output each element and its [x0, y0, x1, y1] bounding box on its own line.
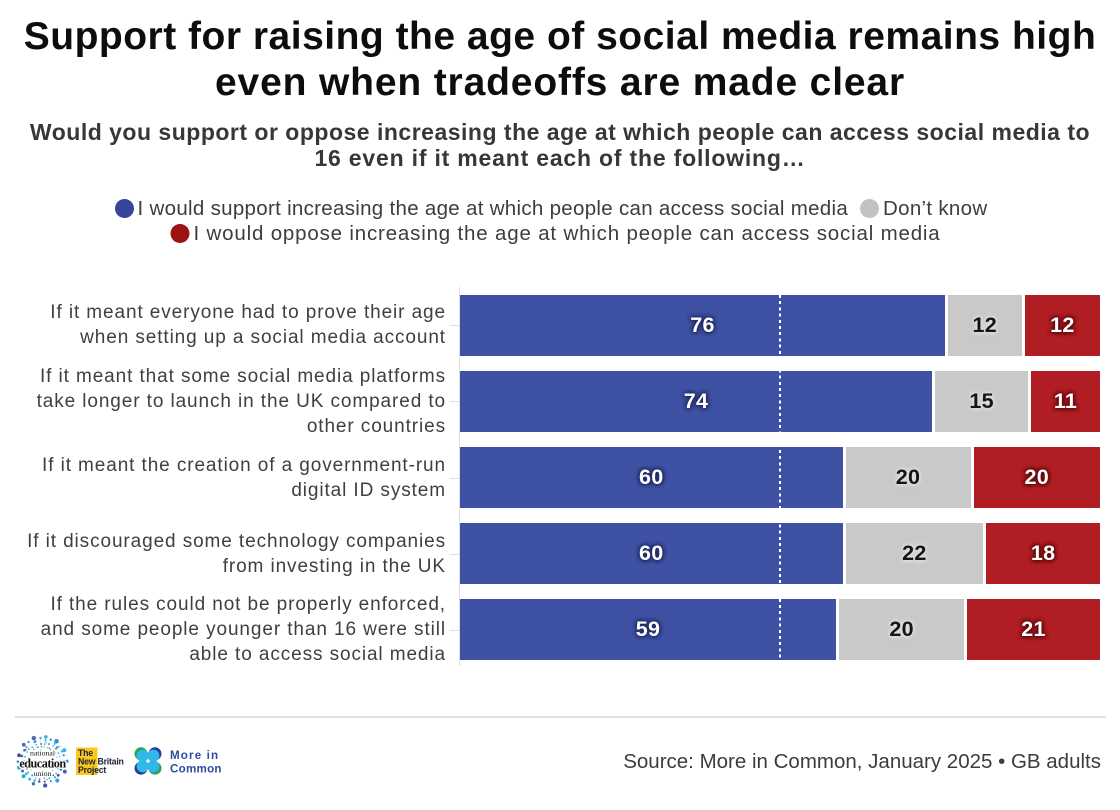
svg-text:union: union	[34, 769, 52, 778]
svg-text:education: education	[19, 757, 66, 771]
svg-text:national: national	[30, 749, 56, 758]
svg-text:Common: Common	[170, 763, 222, 776]
svg-text:The: The	[78, 748, 93, 758]
svg-text:More in: More in	[170, 749, 219, 762]
svg-text:Project: Project	[78, 765, 106, 775]
svg-text:New Britain: New Britain	[78, 756, 124, 766]
